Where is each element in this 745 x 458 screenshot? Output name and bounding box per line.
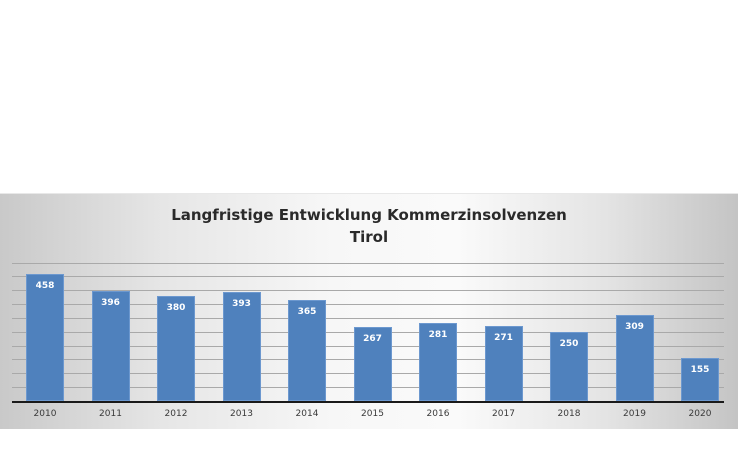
chart-panel: Langfristige Entwicklung Kommerzinsolven… <box>0 193 738 429</box>
bar-value-label: 250 <box>559 338 579 349</box>
bar-2012: 380 <box>157 295 195 401</box>
bar-2010: 458 <box>26 274 64 401</box>
bar-value-label: 267 <box>363 334 382 345</box>
x-tick-label: 2014 <box>295 409 319 419</box>
gridline <box>12 304 724 306</box>
chart-title-line1: Langfristige Entwicklung Kommerzinsolven… <box>171 206 567 224</box>
bar-value-label: 396 <box>101 298 120 309</box>
bar-value-label: 393 <box>232 299 251 310</box>
bar-2016: 281 <box>419 323 457 401</box>
x-axis-line <box>12 401 724 403</box>
gridline <box>12 262 724 264</box>
chart-title-line2: Tirol <box>349 228 389 246</box>
bar-value-label: 155 <box>690 365 710 376</box>
bar-2020: 155 <box>681 358 719 401</box>
bar-2011: 396 <box>91 291 130 401</box>
x-tick-label: 2017 <box>492 409 515 419</box>
bar-value-label: 281 <box>428 330 448 341</box>
gridline <box>12 290 724 292</box>
gridline <box>12 276 724 278</box>
bar-value-label: 458 <box>35 281 55 292</box>
x-tick-label: 2011 <box>99 409 122 419</box>
bar-value-label: 365 <box>297 306 317 317</box>
x-tick-label: 2016 <box>426 409 450 419</box>
bar-2015: 267 <box>353 327 392 401</box>
x-tick-label: 2015 <box>361 409 384 419</box>
x-tick-label: 2019 <box>623 409 646 419</box>
bar-value-label: 380 <box>166 302 186 313</box>
x-tick-label: 2020 <box>688 409 712 419</box>
bar-value-label: 309 <box>625 322 644 333</box>
x-tick-label: 2013 <box>230 409 253 419</box>
bar-2018: 250 <box>550 331 588 401</box>
plot-area: 458 2010 396 2011 380 2012 393 2013 365 2014 267 20… <box>12 194 724 429</box>
x-tick-label: 2018 <box>557 409 581 419</box>
bar-2013: 393 <box>222 292 261 401</box>
bar-value-label: 271 <box>494 332 513 343</box>
gridline <box>12 317 724 319</box>
x-tick-label: 2010 <box>33 409 57 419</box>
chart-title: Langfristige Entwicklung Kommerzinsolven… <box>0 204 738 248</box>
bar-2017: 271 <box>484 325 523 401</box>
x-tick-label: 2012 <box>164 409 188 419</box>
bar-2014: 365 <box>288 299 326 401</box>
bar-2019: 309 <box>615 315 654 401</box>
